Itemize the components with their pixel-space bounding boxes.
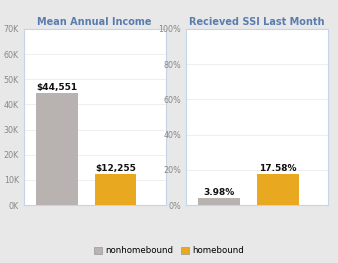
Bar (36, 93, 78, 205)
Bar (95, 174, 137, 205)
Bar (198, 198, 240, 205)
Bar (257, 174, 299, 205)
Text: $12,255: $12,255 (95, 164, 136, 173)
Text: 17.58%: 17.58% (259, 164, 296, 173)
Text: 3.98%: 3.98% (204, 188, 235, 197)
Title: Recieved SSI Last Month: Recieved SSI Last Month (189, 17, 324, 27)
Title: Mean Annual Income: Mean Annual Income (38, 17, 152, 27)
Legend: nonhomebound, homebound: nonhomebound, homebound (90, 243, 248, 259)
Text: $44,551: $44,551 (37, 83, 78, 92)
